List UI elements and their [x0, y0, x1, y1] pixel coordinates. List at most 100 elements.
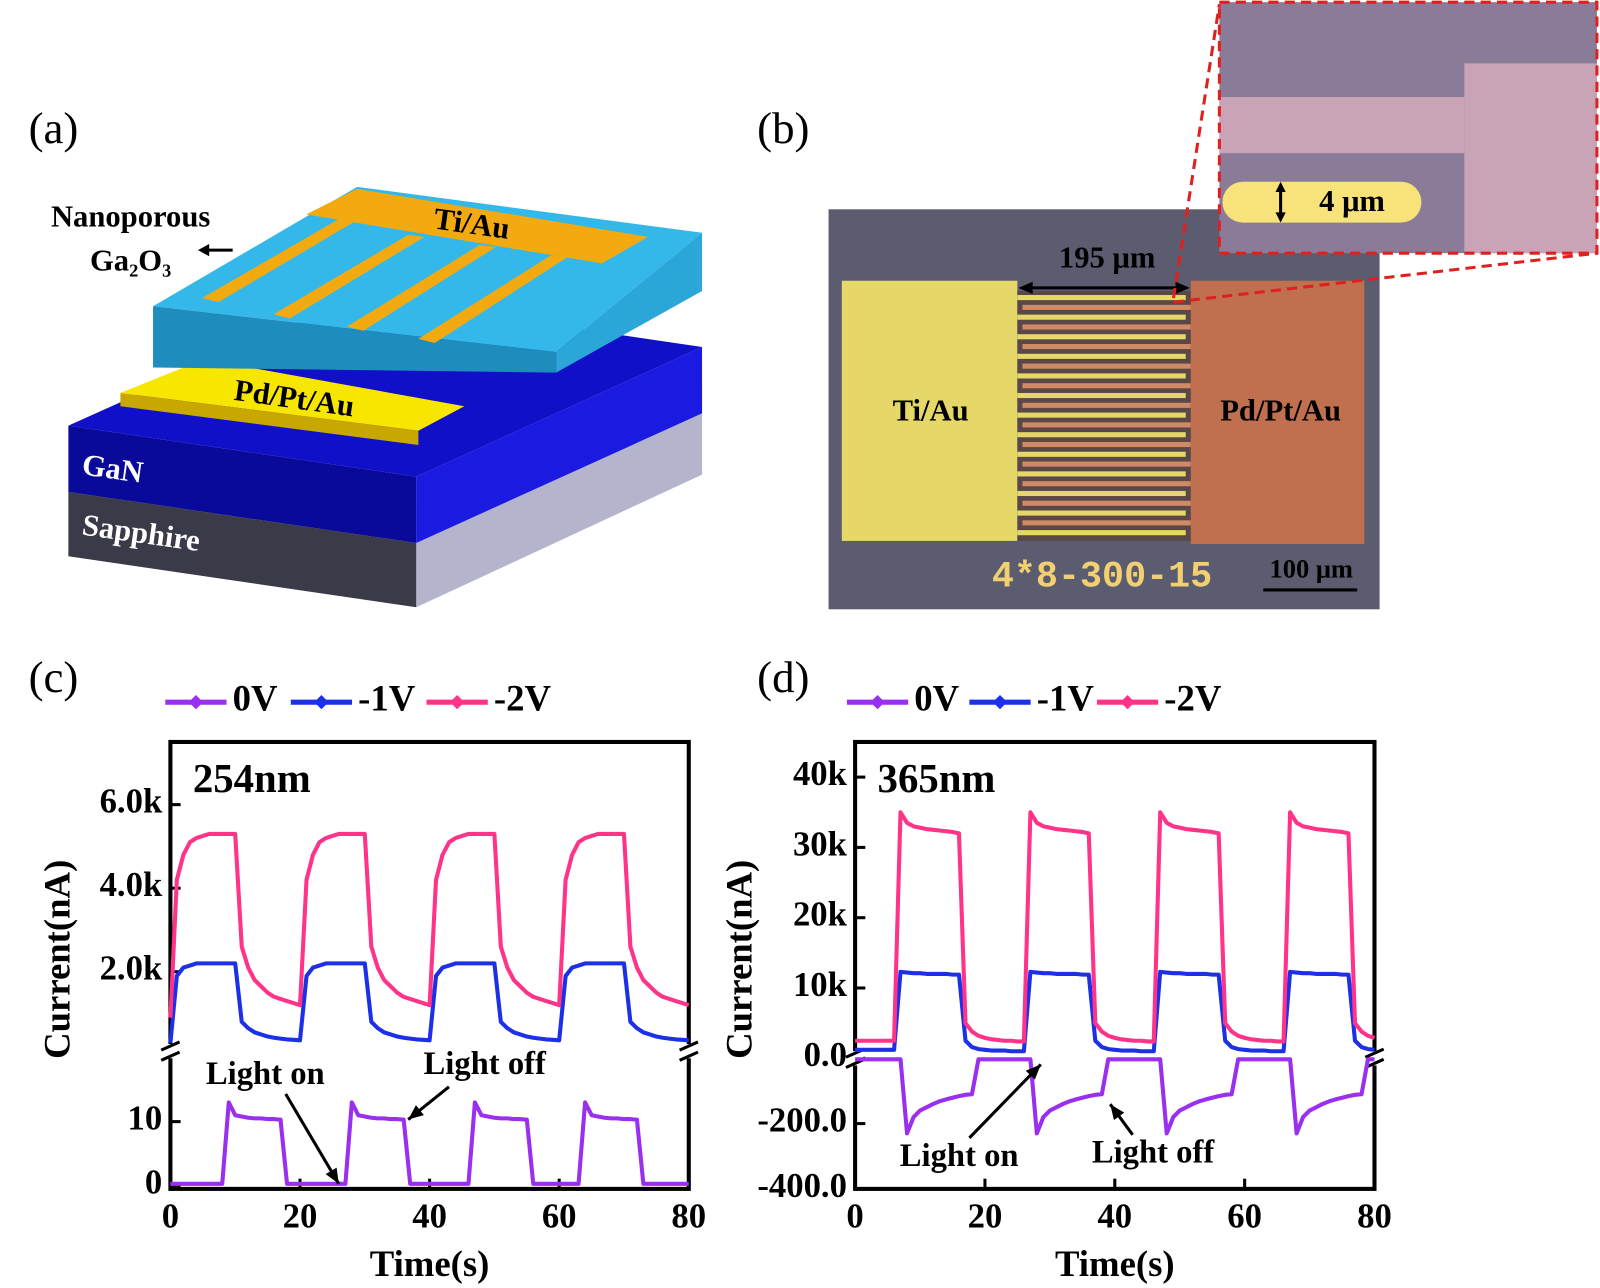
zoom-line [1171, 3, 1221, 299]
chart-label: 365nm [878, 756, 996, 801]
legend-marker [314, 695, 329, 710]
x-tick-label: 0 [846, 1196, 863, 1235]
series-line [170, 1100, 689, 1186]
axis-break [160, 1040, 181, 1052]
finger [418, 255, 568, 343]
finger [1017, 392, 1186, 399]
finger [1022, 402, 1191, 408]
legend-marker [870, 695, 885, 710]
y-tick-label: 0 [145, 1163, 162, 1202]
x-axis-label: Time(s) [1055, 1243, 1175, 1284]
x-tick-label: 20 [283, 1196, 318, 1235]
x-tick-label: 0 [162, 1196, 179, 1235]
right-pad [1190, 280, 1365, 544]
finger [273, 234, 425, 319]
axis-break [678, 1040, 699, 1052]
panel-label: (a) [29, 103, 79, 153]
sapphire-front [68, 491, 417, 608]
finger [202, 214, 364, 303]
legend-marker [1120, 695, 1135, 710]
annotation: Light off [423, 1046, 547, 1082]
finger [1017, 353, 1186, 359]
finger [1017, 314, 1186, 320]
legend-label: -2V [1164, 678, 1222, 719]
x-tick-label: 80 [671, 1196, 706, 1235]
x-tick-label: 20 [968, 1196, 1003, 1235]
legend-marker [992, 695, 1008, 710]
y-tick-label: 40k [793, 754, 848, 793]
inset-electrode [1219, 97, 1465, 154]
finger-width-label: 4 μm [1319, 184, 1385, 218]
panel-label: (d) [757, 652, 809, 702]
inset-finger [1222, 181, 1422, 223]
finger [1022, 383, 1191, 389]
finger [1017, 334, 1186, 340]
finger [1022, 461, 1191, 467]
legend-label: 0V [233, 678, 278, 719]
arrow-head [1018, 281, 1033, 294]
gan-front [68, 425, 417, 543]
inset-border [1217, 0, 1599, 255]
legend-marker [188, 695, 204, 710]
y-tick-label: 6.0k [100, 782, 163, 821]
series-line [168, 831, 690, 1018]
finger [1022, 422, 1191, 428]
bottom-electrode [120, 359, 465, 431]
oxide-front [153, 306, 557, 373]
gap-label: 195 μm [1059, 240, 1155, 274]
finger [1017, 510, 1186, 516]
y-tick-label: -200.0 [757, 1101, 847, 1140]
series-line [855, 810, 1376, 1044]
finger [1017, 451, 1186, 457]
y-tick-label: 2.0k [100, 949, 163, 988]
arrow-head [1025, 1064, 1041, 1080]
annotation: Light off [1092, 1135, 1216, 1171]
finger [1017, 412, 1186, 418]
x-tick-label: 40 [412, 1196, 447, 1235]
y-axis-label: Current(nA) [718, 860, 759, 1059]
finger [1022, 344, 1191, 350]
scale-bar-label: 100 μm [1269, 554, 1353, 584]
finger [1022, 481, 1191, 487]
x-tick-label: 80 [1357, 1196, 1392, 1235]
series-line [855, 969, 1375, 1054]
legend-marker [450, 695, 465, 710]
arrow-head [1275, 181, 1286, 192]
zoom-line [1173, 251, 1598, 304]
y-tick-label: 0.0 [804, 1035, 847, 1074]
series-line [168, 961, 689, 1043]
inset-electrode [1464, 63, 1597, 254]
arrow-head [197, 244, 210, 257]
arrow-head [325, 1167, 339, 1184]
finger [1022, 304, 1191, 310]
x-tick-label: 60 [1227, 1196, 1262, 1235]
finger [1022, 324, 1191, 330]
annotation: Light on [900, 1138, 1019, 1174]
finger [1017, 490, 1186, 497]
arrow-head [1110, 1104, 1125, 1121]
y-tick-label: 10k [793, 965, 848, 1004]
x-tick-label: 60 [542, 1196, 577, 1235]
y-tick-label: 30k [793, 824, 848, 863]
bottom-electrode-edge [120, 392, 419, 446]
oxide-label: Nanoporous [51, 200, 210, 234]
sapphire-side [416, 413, 703, 608]
left-pad [841, 280, 1018, 541]
finger [1022, 500, 1191, 506]
oxide-side [556, 232, 703, 373]
finger [1022, 520, 1191, 526]
finger [346, 245, 496, 331]
annotation: Light on [206, 1056, 325, 1092]
y-tick-label: 10 [128, 1099, 163, 1138]
panel-label: (c) [29, 652, 79, 702]
x-axis-label: Time(s) [370, 1243, 490, 1284]
axis-break [160, 1050, 181, 1062]
chart-label: 254nm [193, 756, 311, 801]
legend-label: -2V [494, 678, 552, 719]
layer-label: GaN [80, 448, 145, 490]
finger [1017, 530, 1186, 536]
legend-label: 0V [914, 678, 959, 719]
y-axis-label: Current(nA) [37, 860, 78, 1059]
arrow-head [1275, 212, 1286, 223]
